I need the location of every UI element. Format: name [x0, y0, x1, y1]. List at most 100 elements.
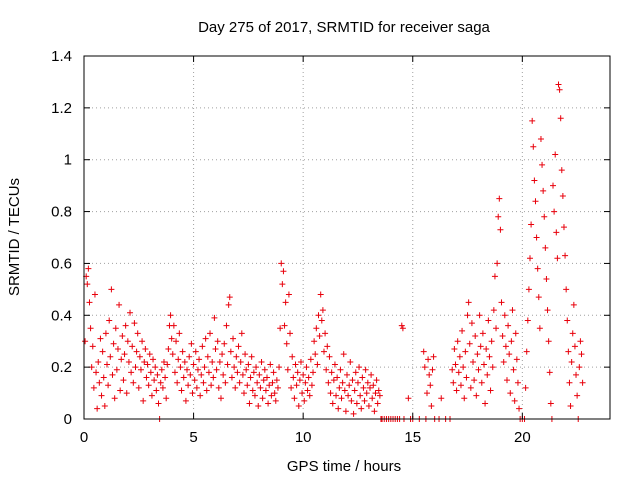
- data-point: [532, 198, 539, 205]
- data-point: [110, 340, 117, 347]
- data-point: [328, 369, 335, 376]
- data-point: [86, 299, 93, 306]
- data-point: [226, 294, 233, 301]
- data-point: [136, 353, 143, 360]
- data-point: [146, 351, 153, 358]
- data-point: [176, 330, 183, 337]
- data-point: [289, 353, 296, 360]
- data-point: [356, 364, 363, 371]
- data-point: [251, 392, 258, 399]
- data-point: [333, 392, 340, 399]
- data-point: [429, 366, 436, 373]
- data-point: [193, 384, 200, 391]
- data-point: [220, 371, 227, 378]
- data-point: [490, 307, 497, 314]
- data-point: [489, 364, 496, 371]
- data-point: [201, 364, 208, 371]
- data-point: [287, 330, 294, 337]
- data-point: [539, 161, 546, 168]
- data-point: [462, 348, 469, 355]
- y-axis-label: SRMTID / TECUs: [6, 178, 23, 296]
- data-point: [236, 379, 243, 386]
- data-point: [502, 343, 509, 350]
- data-point: [537, 135, 544, 142]
- data-point: [196, 356, 203, 363]
- data-point: [155, 400, 162, 407]
- y-tick-label: 1: [64, 152, 72, 169]
- data-point: [181, 358, 188, 365]
- data-point: [452, 361, 459, 368]
- data-point: [480, 361, 487, 368]
- data-point: [426, 371, 433, 378]
- data-point: [341, 387, 348, 394]
- data-point: [565, 348, 572, 355]
- data-point: [230, 335, 237, 342]
- data-point: [369, 395, 376, 402]
- data-point: [477, 343, 484, 350]
- data-point: [191, 377, 198, 384]
- data-point: [496, 195, 503, 202]
- data-point: [527, 255, 534, 262]
- data-point: [169, 351, 176, 358]
- data-point: [270, 369, 277, 376]
- data-point: [216, 358, 223, 365]
- data-point: [330, 377, 337, 384]
- data-point: [177, 364, 184, 371]
- data-point: [272, 397, 279, 404]
- data-point: [141, 358, 148, 365]
- data-point: [135, 384, 142, 391]
- data-point: [516, 405, 523, 412]
- data-point: [87, 325, 94, 332]
- data-point: [256, 371, 263, 378]
- data-point: [438, 395, 445, 402]
- data-point: [425, 356, 432, 363]
- data-point: [473, 392, 480, 399]
- data-point: [456, 353, 463, 360]
- data-point: [128, 369, 135, 376]
- data-point: [167, 312, 174, 319]
- data-point: [188, 340, 195, 347]
- data-point: [157, 379, 164, 386]
- data-point: [221, 340, 228, 347]
- x-tick-label: 20: [514, 429, 531, 446]
- data-point: [106, 317, 113, 324]
- data-point: [231, 364, 238, 371]
- data-point: [208, 382, 215, 389]
- data-point: [107, 353, 114, 360]
- data-point: [322, 330, 329, 337]
- data-point: [358, 405, 365, 412]
- data-point: [423, 390, 430, 397]
- data-point: [217, 395, 224, 402]
- data-point: [534, 265, 541, 272]
- data-point: [334, 374, 341, 381]
- data-point: [233, 353, 240, 360]
- data-point: [367, 384, 374, 391]
- data-point: [118, 356, 125, 363]
- data-point: [225, 301, 232, 308]
- data-point: [151, 377, 158, 384]
- data-point: [371, 408, 378, 415]
- data-point: [428, 403, 435, 410]
- x-axis-label: GPS time / hours: [287, 458, 401, 475]
- data-point: [182, 397, 189, 404]
- data-point: [353, 400, 360, 407]
- data-point: [529, 117, 536, 124]
- data-point: [245, 361, 252, 368]
- data-point: [223, 322, 230, 329]
- data-point: [240, 390, 247, 397]
- x-tick-label: 0: [80, 429, 88, 446]
- data-point: [143, 374, 150, 381]
- data-points: [82, 81, 586, 422]
- data-point: [244, 382, 251, 389]
- data-point: [463, 374, 470, 381]
- data-point: [536, 325, 543, 332]
- data-point: [464, 312, 471, 319]
- data-point: [459, 327, 466, 334]
- data-point: [362, 366, 369, 373]
- data-point: [405, 395, 412, 402]
- data-point: [178, 387, 185, 394]
- data-point: [316, 333, 323, 340]
- data-point: [360, 384, 367, 391]
- data-point: [525, 286, 532, 293]
- data-point: [293, 382, 300, 389]
